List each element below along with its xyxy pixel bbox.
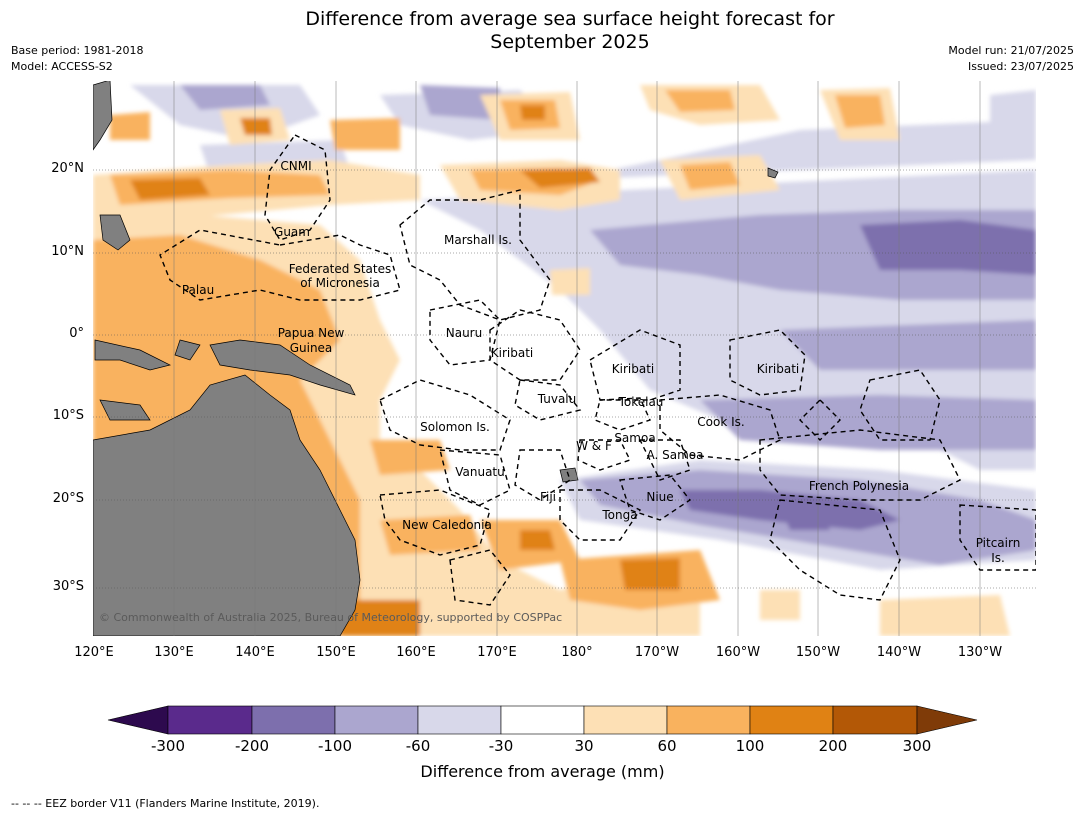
place-png-2: Guinea <box>290 341 333 355</box>
colorbar-tick: 60 <box>657 737 677 755</box>
place-tonga: Tonga <box>601 508 637 522</box>
title-line1: Difference from average sea surface heig… <box>305 8 835 30</box>
graticule <box>93 169 1036 589</box>
eez-borders <box>159 134 1036 606</box>
lat-label: 20°S <box>52 491 84 506</box>
colorbar-tick: -30 <box>488 737 514 755</box>
colorbar-segment <box>167 705 253 735</box>
anomaly-field: CNMI Guam Marshall Is. Federated States … <box>93 81 1036 636</box>
model-text: Model: ACCESS-S2 <box>11 60 113 73</box>
colorbar-title: Difference from average (mm) <box>420 762 665 781</box>
lon-label: 140°E <box>235 645 275 660</box>
place-vanuatu: Vanuatu <box>455 465 505 479</box>
lat-label: 30°S <box>52 579 84 594</box>
colorbar-tick: -300 <box>150 737 186 755</box>
place-guam: Guam <box>274 225 310 239</box>
meta-left: Base period: 1981-2018 Model: ACCESS-S2 <box>11 43 143 75</box>
place-cook: Cook Is. <box>697 415 744 429</box>
place-cnmi: CNMI <box>280 159 311 173</box>
title-line2: September 2025 <box>490 31 650 53</box>
colorbar-segment <box>583 705 668 735</box>
place-pitcairn-2: Is. <box>991 551 1005 565</box>
colorbar-tick: -60 <box>405 737 431 755</box>
place-new-caledonia: New Caledonia <box>402 518 492 532</box>
lon-label: 140°W <box>876 645 922 660</box>
lon-label: 160°W <box>715 645 761 660</box>
place-fsm-2: of Micronesia <box>300 276 380 290</box>
lon-label: 170°E <box>477 645 517 660</box>
place-kiribati-2: Kiribati <box>612 362 654 376</box>
colorbar-segment <box>749 705 834 735</box>
colorbar-segment <box>832 705 918 735</box>
lat-label: 10°S <box>52 408 84 423</box>
colorbar <box>107 705 978 735</box>
landmass <box>93 81 779 636</box>
lat-label: 10°N <box>51 244 84 259</box>
place-samoa: Samoa <box>614 431 655 445</box>
lon-label: 130°W <box>957 645 1003 660</box>
colorbar-max-arrow <box>916 705 978 735</box>
lon-label: 120°E <box>74 645 114 660</box>
place-french-polynesia: French Polynesia <box>809 479 909 493</box>
place-asamoa: A. Samoa <box>647 448 704 462</box>
place-niue: Niue <box>646 490 673 504</box>
place-solomon: Solomon Is. <box>420 420 490 434</box>
place-tuvalu: Tuvalu <box>537 392 577 406</box>
lon-label: 170°W <box>634 645 680 660</box>
place-nauru: Nauru <box>446 326 482 340</box>
colorbar-tick: 200 <box>818 737 848 755</box>
place-kiribati-1: Kiribati <box>491 346 533 360</box>
meridians <box>173 81 981 636</box>
copyright-text: © Commonwealth of Australia 2025, Bureau… <box>99 611 562 624</box>
meta-right: Model run: 21/07/2025 Issued: 23/07/2025 <box>948 43 1074 75</box>
colorbar-segment <box>500 705 585 735</box>
place-labels: CNMI Guam Marshall Is. Federated States … <box>182 159 1020 565</box>
place-palau: Palau <box>182 283 214 297</box>
lon-label: 130°E <box>154 645 194 660</box>
lat-label: 0° <box>69 326 84 341</box>
colorbar-segment <box>666 705 751 735</box>
place-wf: W & F <box>576 439 612 453</box>
place-kiribati-3: Kiribati <box>757 362 799 376</box>
colorbar-segment <box>334 705 419 735</box>
lon-label: 150°W <box>795 645 841 660</box>
footnote: -- -- -- EEZ border V11 (Flanders Marine… <box>11 797 320 810</box>
colorbar-tick: -100 <box>317 737 353 755</box>
place-pitcairn-1: Pitcairn <box>976 536 1021 550</box>
place-tokelau: Tokelau <box>618 395 664 409</box>
colorbar-segment <box>417 705 502 735</box>
colorbar-tick: 300 <box>902 737 932 755</box>
colorbar-tick: 100 <box>735 737 765 755</box>
colorbar-min-arrow <box>107 705 169 735</box>
issued-text: Issued: 23/07/2025 <box>967 60 1074 73</box>
colorbar-segment <box>251 705 336 735</box>
model-run-text: Model run: 21/07/2025 <box>948 44 1074 57</box>
place-marshall: Marshall Is. <box>444 233 512 247</box>
place-png-1: Papua New <box>278 326 345 340</box>
map-title: Difference from average sea surface heig… <box>0 8 1085 54</box>
lat-label: 20°N <box>51 161 84 176</box>
place-fsm-1: Federated States <box>289 262 391 276</box>
lon-label: 150°E <box>316 645 356 660</box>
colorbar-tick: 30 <box>574 737 594 755</box>
base-period-text: Base period: 1981-2018 <box>11 44 144 57</box>
place-fiji: Fiji <box>540 490 556 504</box>
lon-label: 160°E <box>396 645 436 660</box>
lon-label: 180° <box>561 645 593 660</box>
colorbar-tick: -200 <box>234 737 270 755</box>
